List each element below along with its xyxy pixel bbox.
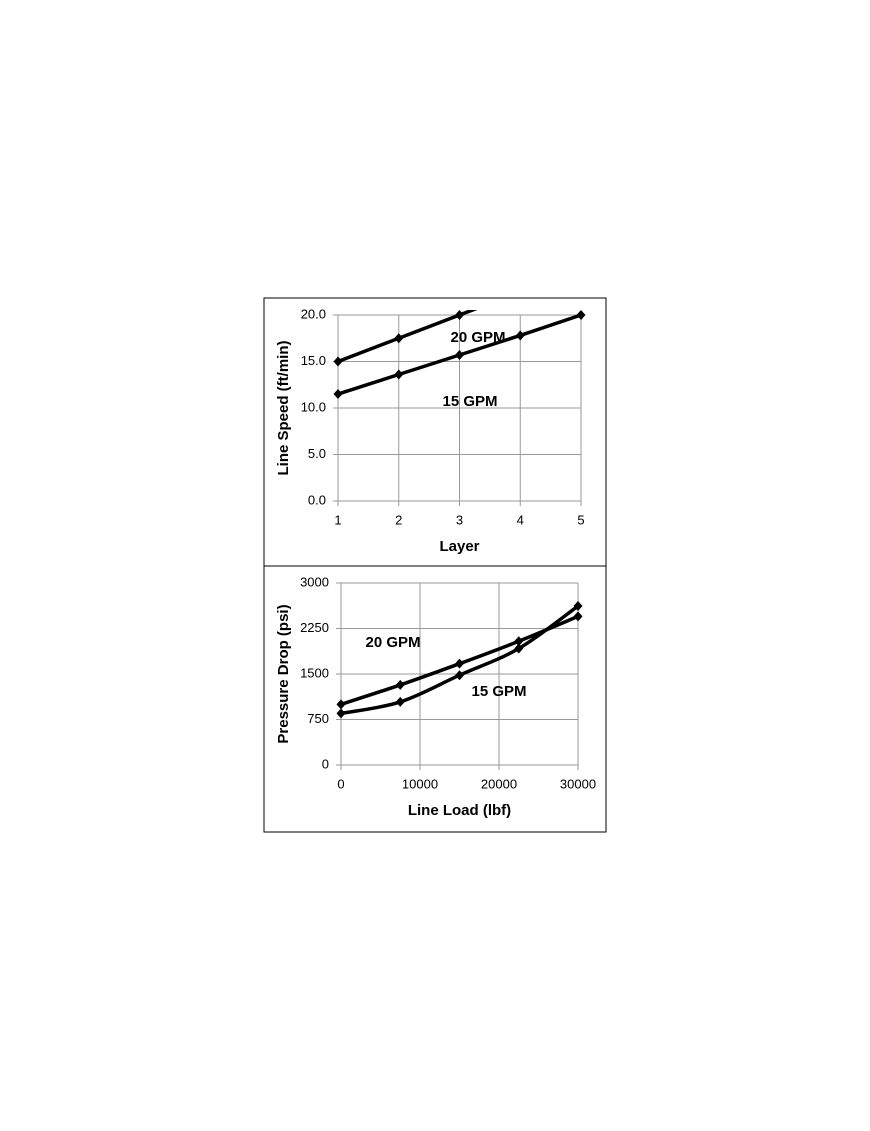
y-tick-label: 0.0 [308, 492, 326, 507]
y-tick-label: 3000 [300, 574, 329, 589]
data-point [336, 708, 346, 719]
x-tick-label: 20000 [481, 776, 517, 791]
data-point [333, 356, 343, 367]
y-tick-label: 0 [322, 756, 329, 771]
data-point [394, 333, 404, 344]
data-point [573, 601, 583, 612]
data-point [514, 643, 524, 654]
data-point [455, 349, 464, 360]
chart-frame [263, 297, 607, 567]
plot-area [336, 601, 583, 719]
data-point [515, 330, 525, 341]
data-point [573, 611, 583, 622]
y-tick-label: 20.0 [301, 306, 326, 321]
series-label: 15 GPM [471, 683, 526, 700]
y-tick-label: 750 [307, 711, 329, 726]
data-point [514, 636, 524, 647]
x-tick-label: 10000 [402, 776, 438, 791]
x-tick-label: 3 [456, 512, 463, 527]
y-tick-label: 15.0 [301, 353, 326, 368]
data-point [395, 696, 405, 707]
series-label: 15 GPM [442, 393, 497, 410]
x-tick-label: 1 [334, 512, 341, 527]
data-point [576, 310, 586, 320]
data-point [333, 389, 343, 400]
x-tick-label: 2 [395, 512, 402, 527]
y-axis-label: Line Speed (ft/min) [275, 340, 292, 475]
data-point [577, 264, 586, 274]
chart-frame [263, 565, 607, 833]
series-label: 20 GPM [365, 634, 420, 651]
series-label: 20 GPM [450, 329, 505, 346]
y-tick-label: 2250 [300, 620, 329, 635]
data-point [394, 369, 404, 380]
y-tick-label: 5.0 [308, 446, 326, 461]
x-axis-label: Line Load (lbf) [408, 802, 511, 819]
x-axis-label: Layer [439, 538, 479, 555]
y-tick-label: 1500 [300, 665, 329, 680]
data-point [455, 658, 464, 669]
data-point [336, 699, 346, 710]
data-point [516, 287, 525, 297]
plot-area [333, 264, 586, 400]
x-tick-label: 30000 [560, 776, 596, 791]
x-tick-label: 5 [577, 512, 584, 527]
data-point [395, 679, 405, 690]
y-tick-label: 10.0 [301, 399, 326, 414]
data-point [455, 670, 464, 681]
y-axis-label: Pressure Drop (psi) [275, 604, 292, 743]
x-tick-label: 4 [517, 512, 524, 527]
x-tick-label: 0 [337, 776, 344, 791]
data-point [455, 310, 464, 320]
